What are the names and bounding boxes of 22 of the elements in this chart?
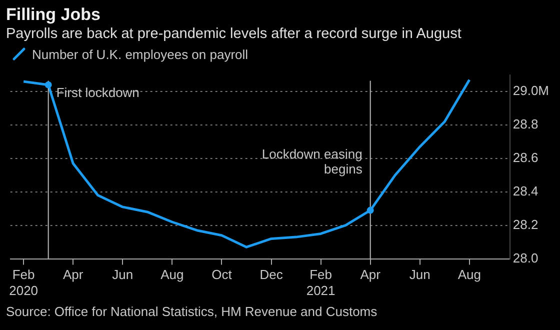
legend-label: Number of U.K. employees on payroll [32, 46, 248, 62]
chart-subtitle: Payrolls are back at pre-pandemic levels after a record surge in August [6, 25, 462, 44]
ref-line-label: Lockdown easing begins [262, 146, 363, 176]
x-tick-label: Apr [62, 267, 84, 282]
y-tick-label: 29.0M [512, 83, 550, 98]
x-tick-label: Jun [409, 267, 430, 282]
x-tick-label: Oct [212, 267, 232, 282]
x-tick-label: Aug [458, 267, 481, 282]
chart-title: Filling Jobs [6, 4, 102, 25]
ref-line-label: First lockdown [56, 84, 140, 100]
y-tick-label: 28.4 [512, 183, 538, 198]
x-tick-label: Dec [260, 267, 284, 282]
source-note: Source: Office for National Statistics, HM Revenue and Customs [6, 304, 378, 319]
y-tick-label: 28.6 [512, 150, 538, 166]
x-tick-label: Aug [160, 267, 184, 282]
y-tick-label: 28.2 [512, 216, 538, 232]
x-tick-label: Feb 2020 [9, 267, 38, 298]
y-tick-label: 28.0 [512, 250, 538, 266]
x-tick-label: Apr [360, 267, 382, 282]
y-tick-label: 28.8 [512, 116, 538, 132]
x-tick-label: Jun [112, 267, 134, 282]
x-tick-label: Feb 2021 [306, 267, 336, 298]
